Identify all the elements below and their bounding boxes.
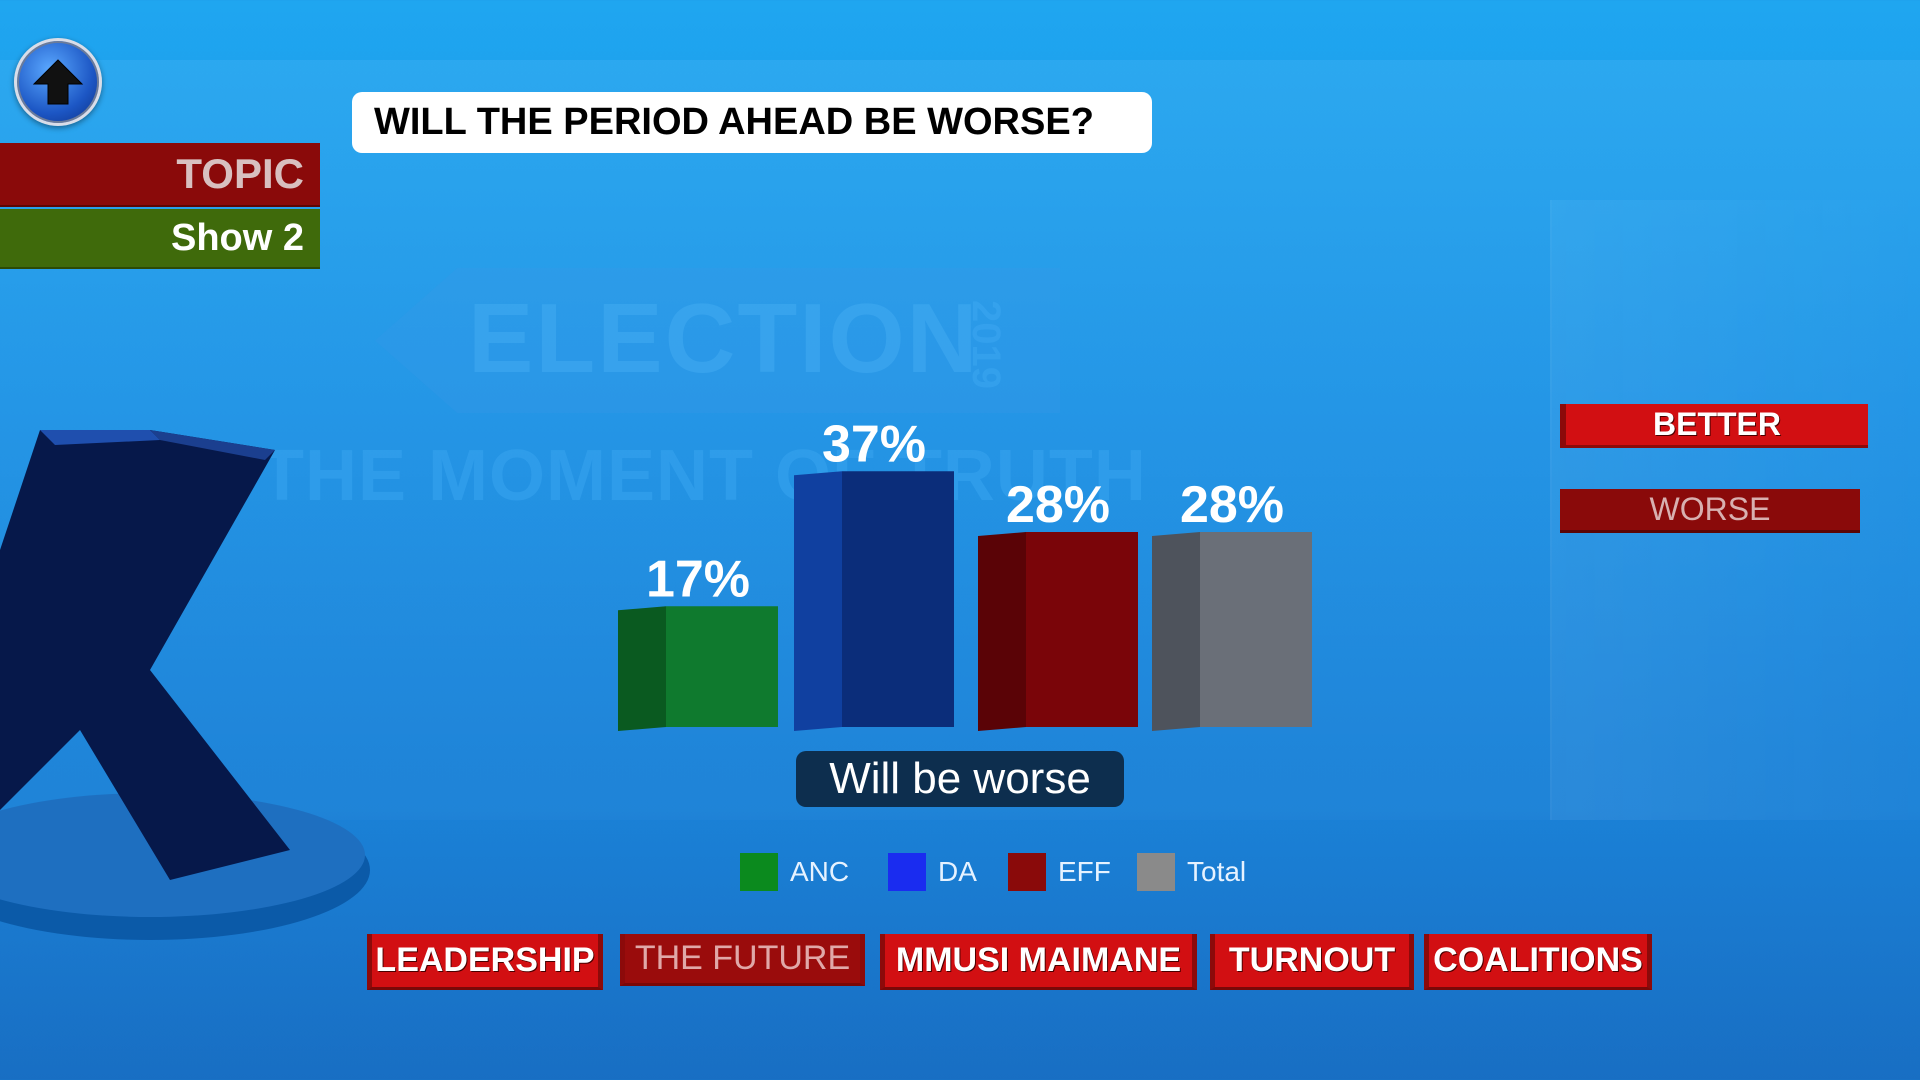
watermark-banner bbox=[375, 268, 1060, 413]
bar-value-label-eff: 28% bbox=[1006, 476, 1110, 534]
watermark-year: 2019 bbox=[964, 300, 1008, 389]
legend-swatch-total bbox=[1137, 853, 1175, 891]
chart-caption: Will be worse bbox=[796, 751, 1124, 807]
bar-value-label-anc: 17% bbox=[646, 550, 750, 608]
bar-side-eff bbox=[978, 532, 1026, 731]
bar-value-label-total: 28% bbox=[1180, 476, 1284, 534]
bar-anc bbox=[618, 606, 778, 731]
watermark-title: ELECTION bbox=[468, 283, 980, 393]
home-button[interactable] bbox=[14, 38, 102, 126]
watermark-tagline: THE MOMENT OF TRUTH bbox=[260, 436, 1147, 516]
bar-front-eff bbox=[1026, 532, 1138, 727]
page-title-text: WILL THE PERIOD AHEAD BE WORSE? bbox=[374, 101, 1094, 143]
nav-leadership-button[interactable]: LEADERSHIP bbox=[367, 934, 603, 990]
legend-item-anc: ANC bbox=[740, 852, 849, 892]
nav-the-future-button[interactable]: THE FUTURE bbox=[620, 934, 865, 986]
bar-da bbox=[794, 471, 954, 731]
x-logo-icon bbox=[0, 430, 370, 940]
nav-turnout-button[interactable]: TURNOUT bbox=[1210, 934, 1414, 990]
legend-swatch-anc bbox=[740, 853, 778, 891]
bar-front-total bbox=[1200, 532, 1312, 727]
bar-value-label-da: 37% bbox=[822, 415, 926, 473]
legend-label-anc: ANC bbox=[790, 856, 850, 887]
bar-chart: 17% 37% 28% 28% bbox=[618, 415, 1312, 731]
legend-swatch-eff bbox=[1008, 853, 1046, 891]
nav-coalitions-button[interactable]: COALITIONS bbox=[1424, 934, 1652, 990]
bar-eff bbox=[978, 532, 1138, 731]
legend-item-total: Total bbox=[1137, 852, 1246, 892]
legend-label-eff: EFF bbox=[1058, 856, 1111, 887]
show-label[interactable]: Show 2 bbox=[0, 209, 320, 269]
bar-front-anc bbox=[666, 606, 778, 727]
legend-label-total: Total bbox=[1187, 856, 1247, 887]
chart-caption-text: Will be worse bbox=[829, 754, 1091, 803]
legend-item-eff: EFF bbox=[1008, 852, 1111, 892]
better-button[interactable]: BETTER bbox=[1560, 404, 1868, 448]
up-arrow-icon bbox=[32, 59, 84, 105]
bar-front-da bbox=[842, 471, 954, 727]
legend-item-da: DA bbox=[888, 852, 977, 892]
legend-label-da: DA bbox=[938, 856, 977, 887]
page-title: WILL THE PERIOD AHEAD BE WORSE? bbox=[352, 92, 1152, 153]
bar-side-da bbox=[794, 471, 842, 731]
legend-swatch-da bbox=[888, 853, 926, 891]
worse-button[interactable]: WORSE bbox=[1560, 489, 1860, 533]
bar-total bbox=[1152, 532, 1312, 731]
nav-mmusi-maimane-button[interactable]: MMUSI MAIMANE bbox=[880, 934, 1197, 990]
topic-label: TOPIC bbox=[0, 143, 320, 207]
bar-side-total bbox=[1152, 532, 1200, 731]
bar-side-anc bbox=[618, 606, 666, 731]
